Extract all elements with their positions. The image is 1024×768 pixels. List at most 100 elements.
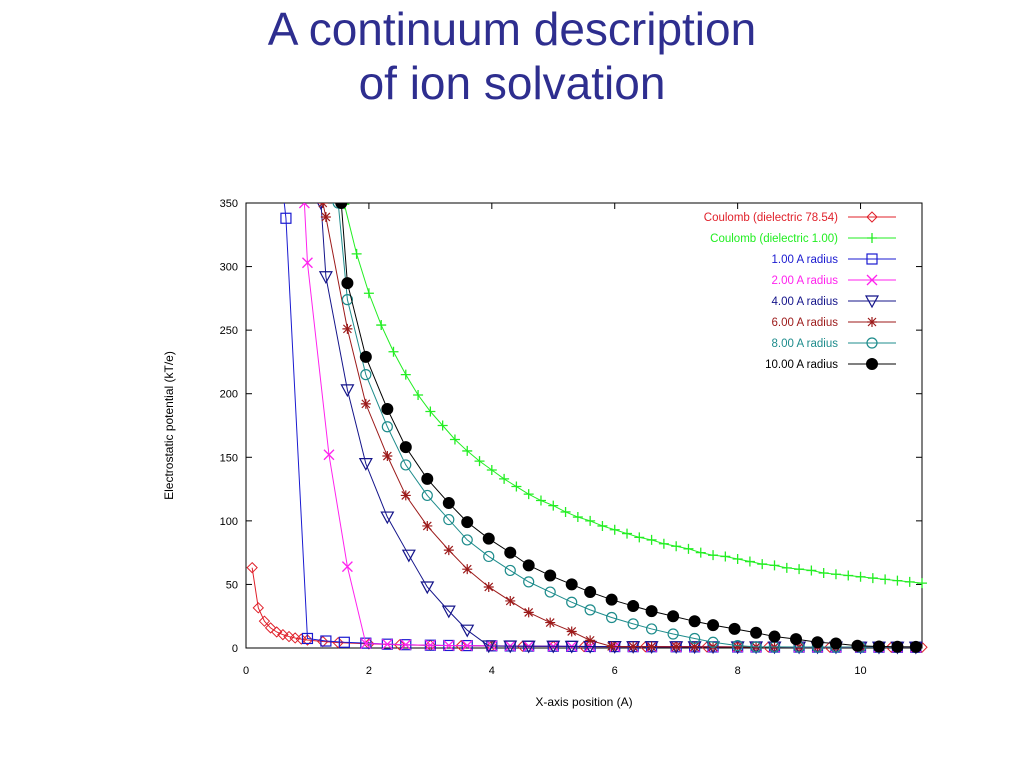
data-point: [442, 497, 455, 510]
data-point: [461, 516, 474, 529]
data-point: [701, 641, 713, 653]
data-point: [585, 635, 596, 646]
data-point: [566, 596, 578, 608]
data-point: [443, 513, 455, 526]
data-point: [483, 550, 495, 563]
data-point: [578, 640, 590, 653]
data-point: [634, 532, 645, 543]
data-point: [401, 549, 416, 563]
x-axis-label: X-axis position (A): [535, 695, 632, 709]
data-point: [283, 630, 295, 643]
data-point: [597, 520, 608, 531]
legend-label: 6.00 A radius: [772, 317, 839, 329]
data-point: [483, 581, 494, 592]
x-tick-label: 0: [243, 665, 249, 677]
data-point: [323, 449, 335, 461]
data-point: [829, 637, 842, 650]
data-point: [335, 203, 348, 209]
data-point: [683, 543, 694, 554]
slide-title-line-1: A continuum description: [267, 3, 757, 55]
data-point: [867, 573, 878, 584]
data-point: [806, 565, 817, 576]
data-point: [880, 574, 891, 585]
data-point: [707, 636, 719, 648]
data-point: [462, 445, 473, 456]
data-point: [264, 622, 277, 634]
data-point: [732, 554, 743, 564]
series-line: [251, 567, 923, 648]
data-point: [732, 641, 743, 652]
data-point: [646, 534, 657, 545]
x-tick-label: 2: [366, 665, 372, 677]
data-point: [671, 541, 682, 552]
data-point: [904, 576, 915, 587]
data-point: [891, 640, 904, 653]
data-point: [318, 271, 333, 284]
x-tick-label: 6: [612, 665, 618, 677]
y-tick-label: 350: [220, 198, 238, 210]
data-point: [301, 257, 313, 269]
y-tick-label: 150: [220, 452, 238, 464]
data-point: [400, 369, 411, 380]
data-point: [572, 512, 583, 523]
data-point: [689, 641, 700, 652]
data-point: [246, 561, 258, 574]
legend-marker: [866, 274, 878, 286]
data-point: [258, 615, 271, 627]
data-point: [584, 586, 597, 599]
data-point: [548, 500, 559, 511]
data-point: [720, 551, 731, 562]
data-point: [461, 534, 473, 546]
series-layer: [246, 203, 928, 655]
series-8: [335, 203, 922, 653]
data-point: [564, 640, 579, 654]
data-point: [400, 639, 412, 651]
data-point: [605, 593, 618, 606]
y-tick-label: 300: [220, 262, 238, 274]
data-point: [381, 421, 393, 433]
data-point: [892, 575, 903, 586]
data-point: [381, 638, 393, 650]
data-point: [658, 538, 669, 549]
data-point: [695, 547, 706, 558]
data-point: [606, 611, 618, 624]
data-point: [481, 640, 496, 654]
data-point: [443, 545, 454, 556]
data-point: [505, 595, 516, 606]
data-point: [482, 532, 495, 545]
data-point: [503, 640, 518, 654]
y-tick-label: 0: [232, 643, 238, 655]
data-point: [422, 520, 433, 531]
data-point: [301, 632, 314, 645]
data-point: [544, 569, 557, 582]
data-point: [462, 564, 473, 575]
data-point: [277, 628, 289, 641]
data-point: [606, 641, 617, 652]
slide-title-line-2: of ion solvation: [358, 57, 666, 109]
data-point: [360, 637, 372, 649]
data-point: [750, 626, 763, 639]
axis-ticks: 0 50 100 150 200 250 300 350 0 2 4 6 8 10: [220, 198, 922, 677]
series-line: [320, 203, 916, 648]
data-point: [628, 641, 639, 652]
data-point: [522, 559, 535, 572]
series-line: [303, 203, 916, 648]
data-point: [320, 635, 332, 647]
data-point: [460, 624, 475, 638]
slide-title: A continuum description of ion solvation: [0, 0, 1024, 110]
data-point: [421, 472, 434, 485]
data-point: [252, 602, 264, 614]
data-point: [461, 640, 473, 652]
data-point: [523, 607, 534, 618]
data-point: [360, 369, 372, 381]
legend-label: 2.00 A radius: [772, 275, 839, 287]
data-point: [627, 600, 640, 613]
legend-label: 4.00 A radius: [772, 296, 839, 308]
x-tick-label: 8: [735, 665, 741, 677]
legend-marker: [866, 253, 878, 265]
data-point: [609, 524, 620, 535]
data-point: [584, 604, 596, 616]
data-point: [504, 564, 516, 577]
data-point: [560, 506, 571, 517]
data-point: [301, 634, 314, 646]
